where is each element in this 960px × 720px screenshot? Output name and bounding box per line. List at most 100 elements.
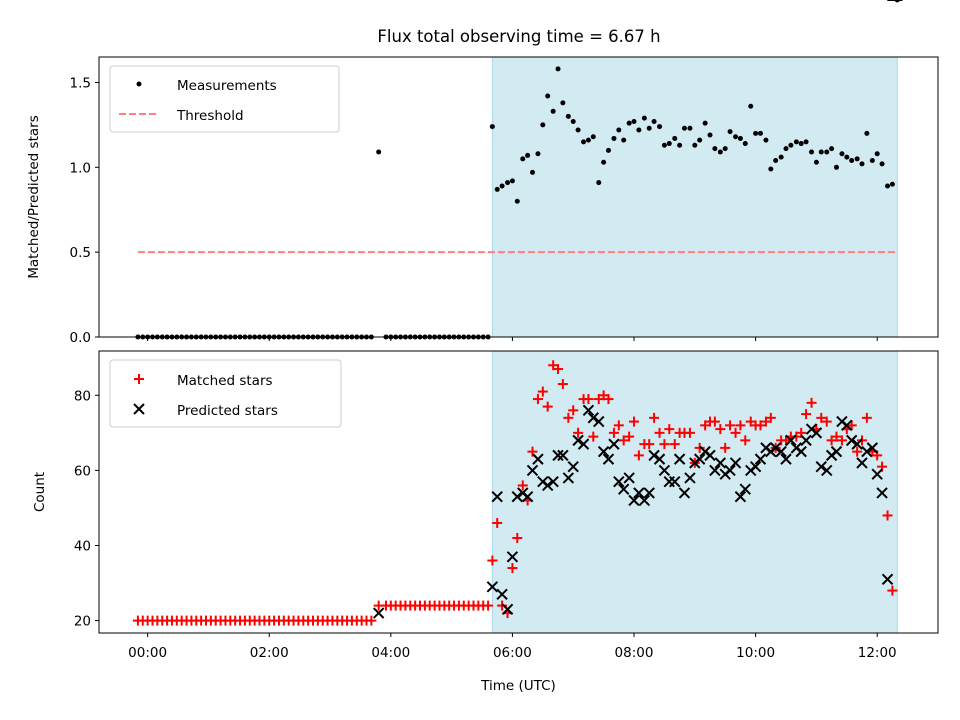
predicted-star-point (577, 438, 590, 450)
y-tick-label: 1.0 (70, 160, 91, 176)
predicted-star-point (597, 445, 610, 458)
predicted-star-point (795, 445, 807, 458)
matched-star-point (846, 420, 857, 431)
predicted-star-point (582, 404, 595, 417)
matched-star-point (694, 442, 705, 453)
counts-legend: Matched stars Predicted stars (109, 359, 342, 428)
measurement-point (581, 139, 587, 145)
matched-star-point (715, 424, 726, 435)
measurement-point (879, 161, 885, 167)
measurement-point (560, 100, 566, 106)
predicted-star-point (769, 442, 782, 454)
predicted-star-point (547, 475, 559, 488)
measurement-point (661, 142, 667, 148)
measurement-point (809, 149, 815, 155)
matched-star-point (483, 600, 494, 611)
predicted-star-point (693, 453, 706, 465)
matched-star-point (517, 480, 528, 491)
predicted-star-point (785, 434, 797, 447)
predicted-star-point (648, 449, 660, 462)
measurement-point (677, 142, 683, 148)
predicted-star-point (851, 438, 863, 450)
measurement-point (570, 118, 576, 124)
predicted-star-point (587, 412, 599, 424)
predicted-star-point (871, 468, 883, 480)
matched-star-point (532, 394, 543, 405)
matched-star-point (557, 379, 568, 390)
x-tick-label: 06:00 (493, 645, 532, 661)
predicted-star-point (613, 475, 625, 488)
measurement-point (753, 130, 759, 136)
predicted-star-point (669, 475, 681, 488)
matched-star-point (801, 409, 812, 420)
predicted-star-point (653, 453, 666, 465)
y-tick-label: 0.0 (70, 330, 91, 346)
measurement-point (525, 152, 531, 158)
measurement-point (712, 146, 718, 152)
x-tick-label: 02:00 (250, 645, 289, 661)
matched-star-point (852, 446, 863, 457)
predicted-star-point (841, 419, 853, 432)
matched-star-point (882, 510, 893, 521)
measurement-point (616, 127, 622, 133)
matched-star-point (618, 435, 629, 446)
matched-star-point (542, 401, 553, 412)
predicted-star-point (810, 427, 823, 439)
measurement-point (864, 130, 870, 136)
y-tick-label: 20 (74, 614, 91, 630)
matched-star-point (603, 394, 614, 405)
measurement-point (788, 142, 794, 148)
measurement-point (783, 146, 789, 152)
predicted-star-point (780, 453, 792, 465)
predicted-star-point (638, 494, 651, 507)
matched-star-point (568, 405, 579, 416)
matched-star-point (755, 420, 766, 431)
predicted-star-point (532, 453, 544, 465)
predicted-star-point (486, 581, 499, 593)
measurement-point (733, 134, 739, 140)
matched-star-point (644, 439, 655, 450)
measurement-point (611, 135, 617, 141)
predicted-star-point (739, 483, 751, 495)
measurement-point (859, 161, 865, 167)
y-tick-label: 40 (74, 539, 91, 555)
y-tick-label: 0.5 (70, 245, 91, 261)
matched-star-point (720, 442, 731, 453)
matched-star-point (537, 386, 548, 397)
measurement-point (844, 154, 850, 160)
predicted-star-point (830, 445, 843, 458)
predicted-star-point (775, 445, 787, 458)
x-tick-label: 04:00 (371, 645, 410, 661)
measurement-point (793, 139, 799, 145)
legend-predicted-marker (133, 403, 145, 415)
predicted-star-point (491, 490, 503, 503)
predicted-star-point (608, 438, 620, 450)
y-tick-label: 1.5 (70, 75, 91, 91)
measurement-point (499, 183, 505, 189)
matched-star-point (588, 431, 599, 442)
predicted-star-point (633, 487, 645, 499)
measurement-point (489, 124, 495, 130)
measurement-point (798, 141, 804, 147)
measurement-point (885, 183, 891, 189)
measurement-point (737, 135, 743, 141)
matched-star-point (624, 431, 635, 442)
predicted-star-point (557, 449, 569, 462)
chart-title: Flux total observing time = 6.67 h (377, 27, 660, 46)
observing-window-band (491, 350, 898, 634)
matched-star-point (608, 427, 619, 438)
matched-star-point (740, 435, 751, 446)
legend-threshold-label: Threshold (176, 108, 244, 124)
matched-star-point (633, 450, 644, 461)
predicted-star-point (709, 464, 721, 477)
measurement-point (555, 66, 561, 72)
measurement-point (813, 159, 819, 165)
measurement-point (666, 141, 672, 147)
matched-star-point (507, 563, 518, 574)
y-tick-label: 80 (74, 388, 91, 404)
measurement-point (742, 141, 748, 147)
ratio-panel: 0.0 0.5 1.0 1.5 Matched/Predicted stars Mea… (26, 0, 939, 346)
measurement-point (672, 135, 678, 141)
matched-star-point (821, 416, 832, 427)
matched-star-point (366, 615, 377, 626)
